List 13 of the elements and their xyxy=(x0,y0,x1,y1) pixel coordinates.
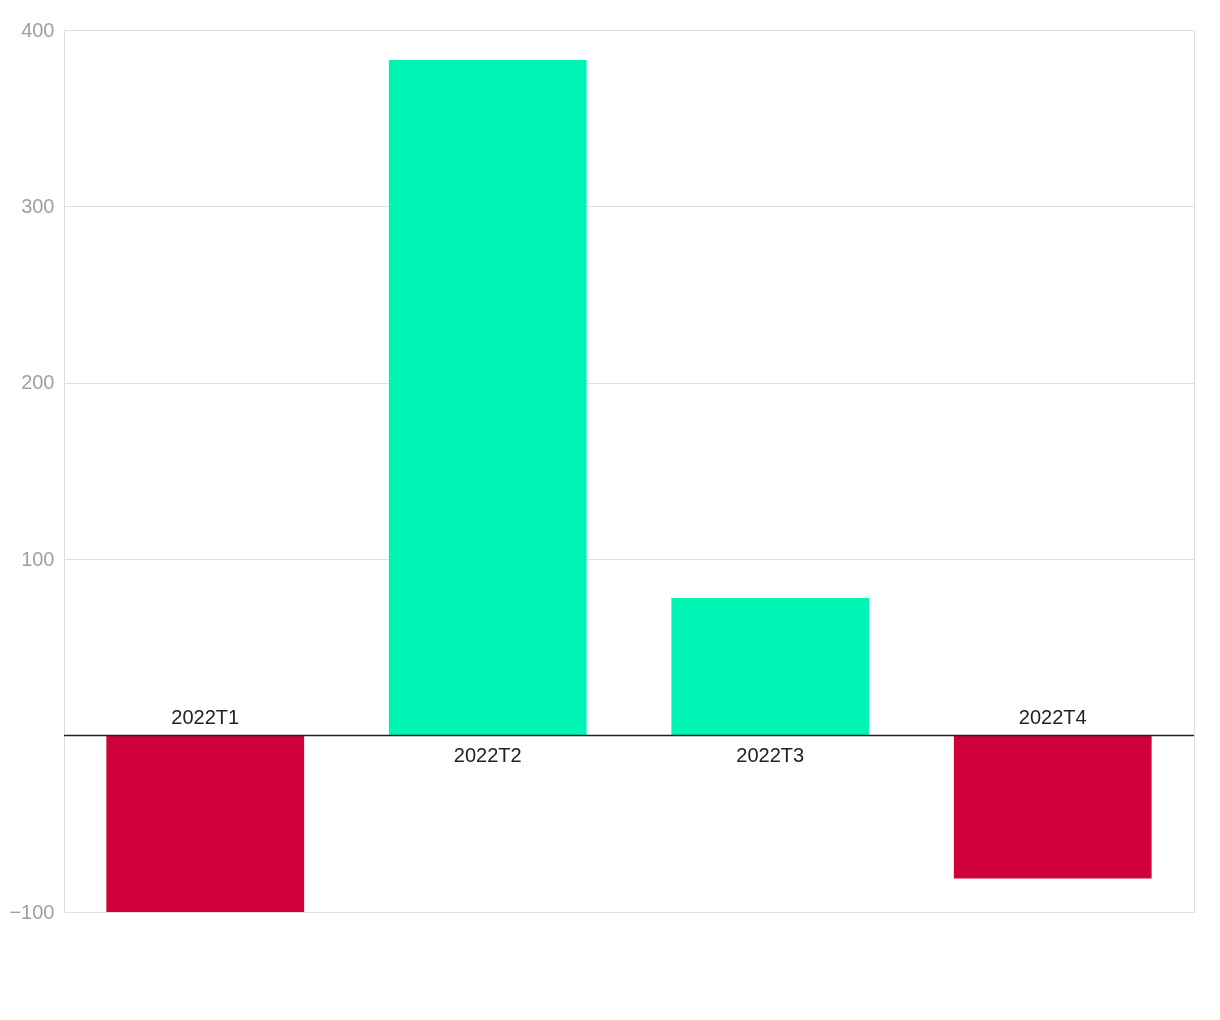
y-tick-label: 200 xyxy=(21,371,55,394)
y-tick-label: 400 xyxy=(21,18,55,41)
bar xyxy=(388,59,587,736)
bar xyxy=(671,598,870,736)
y-tick-label: −100 xyxy=(9,900,55,923)
x-tick-label: 2022T1 xyxy=(171,705,240,728)
y-tick-label: 300 xyxy=(21,194,55,217)
x-tick-label: 2022T4 xyxy=(1018,705,1087,728)
bar xyxy=(106,735,305,912)
x-tick-label: 2022T2 xyxy=(453,743,522,766)
bar xyxy=(953,735,1152,879)
x-tick-label: 2022T3 xyxy=(736,743,805,766)
y-tick-label: 100 xyxy=(21,547,55,570)
